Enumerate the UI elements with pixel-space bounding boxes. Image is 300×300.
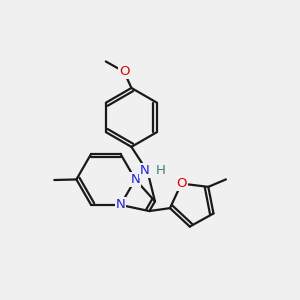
Text: N: N — [130, 173, 140, 186]
Text: N: N — [140, 164, 149, 177]
Text: O: O — [119, 65, 129, 78]
Text: H: H — [156, 164, 166, 177]
Text: O: O — [176, 177, 187, 190]
Text: N: N — [116, 198, 125, 212]
